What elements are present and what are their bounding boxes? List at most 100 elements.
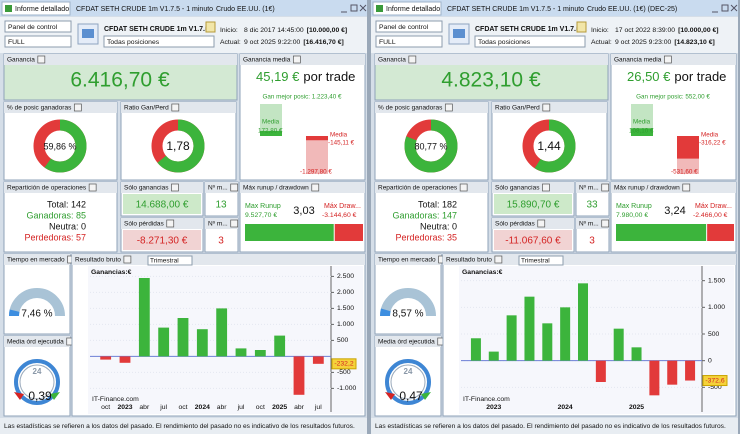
panel-header <box>4 54 237 65</box>
pin-icon <box>459 183 468 192</box>
tab-icon <box>376 5 383 12</box>
distribution-line: Neutra: 0 <box>420 221 457 231</box>
panel-header <box>4 182 117 193</box>
date: 9 oct 2025 9:22:00 <box>244 39 301 46</box>
label: -8.271,30 € <box>137 236 188 247</box>
panel-header <box>4 254 70 265</box>
report-icon-screen <box>82 29 94 38</box>
tab-label[interactable]: Informe detallado <box>386 6 440 13</box>
bar <box>196 329 208 357</box>
capital: [10.000,00 €] <box>678 27 718 34</box>
runup-bar <box>616 224 707 241</box>
gauge-track <box>9 288 65 317</box>
y-tick-label: 0 <box>708 357 712 364</box>
clock <box>19 364 55 400</box>
panel-header <box>205 218 238 229</box>
y-tick-label: 1.500 <box>708 277 725 284</box>
panel-header <box>121 182 203 193</box>
bar <box>542 323 553 361</box>
clock-arrow <box>14 392 24 400</box>
distribution-line: Perdedoras: 57 <box>24 232 86 242</box>
last-value: -372,6 <box>705 377 724 384</box>
date: 17 oct 2022 8:39:00 <box>615 27 675 34</box>
pin-icon <box>171 103 180 112</box>
x-tick-label: oct <box>256 404 265 411</box>
x-tick-label: oct <box>178 404 187 411</box>
label: 15.890,70 € <box>507 200 560 211</box>
panel-title: Ratio Gan/Perd <box>495 105 540 112</box>
pin-icon <box>601 219 610 228</box>
capital: [10.000,00 €] <box>307 27 347 34</box>
select-value[interactable]: FULL <box>8 39 25 46</box>
profit-value: 6.416,70 € <box>70 69 170 92</box>
maximize-icon <box>721 4 729 12</box>
panel-select <box>375 20 443 33</box>
select-value[interactable]: Todas posiciones <box>478 39 531 46</box>
bar <box>254 350 266 357</box>
donut-value: 1,78 <box>166 139 190 153</box>
pin-icon <box>230 219 239 228</box>
distribution-line: Total: 182 <box>418 199 457 209</box>
donut-win <box>33 119 87 173</box>
value-bg <box>123 194 201 214</box>
select-value[interactable]: Trimestral <box>521 258 550 265</box>
panel-header <box>611 54 736 65</box>
chart-label: Ganancias:€ <box>91 269 132 276</box>
select-value[interactable]: Todas posiciones <box>107 39 160 46</box>
x-tick-label: 2025 <box>272 404 287 411</box>
edit-icon <box>576 21 587 33</box>
label: Máx Draw... <box>324 203 361 210</box>
pin-icon <box>123 255 132 264</box>
pin-icon <box>542 183 550 192</box>
bar <box>119 356 131 363</box>
report-window: Informe detallado CFDAT SETH CRUDE 1m V1.… <box>371 0 738 434</box>
panel-header <box>375 102 488 113</box>
label: -2.466,00 € <box>693 212 728 219</box>
x-tick-label: jul <box>159 404 167 411</box>
select-value[interactable]: Trimestral <box>150 258 179 265</box>
runup-bar <box>245 224 334 241</box>
select-value[interactable]: Panel de control <box>379 24 429 31</box>
bar <box>235 348 247 357</box>
select-value[interactable]: Panel de control <box>8 24 58 31</box>
close-icon[interactable] <box>730 4 738 12</box>
chart-label: Ganancias:€ <box>462 269 503 276</box>
y-tick-label: -1.000 <box>337 385 356 392</box>
bar <box>100 356 112 360</box>
bar <box>560 307 571 361</box>
label: 9.527,70 € <box>245 212 277 219</box>
label: 7.980,00 € <box>616 212 648 219</box>
label: Gan mejor posic: 552,00 € <box>636 94 710 101</box>
value-bg <box>494 194 572 214</box>
select-value[interactable]: FULL <box>379 39 396 46</box>
label: 3 <box>218 236 224 247</box>
avg-win-bar <box>631 128 653 136</box>
close-icon[interactable] <box>359 4 367 12</box>
gauge-value <box>380 308 391 317</box>
avg-value: 26,50 € <box>627 69 671 84</box>
panel-title: Tiempo en mercado <box>7 257 65 264</box>
panel-title: Máx runup / drawdown <box>243 185 309 192</box>
y-tick-label: 500 <box>708 331 720 338</box>
bar <box>524 296 535 361</box>
panel-header <box>240 182 365 193</box>
x-tick-label: 2023 <box>486 404 501 411</box>
panel-header <box>240 54 365 65</box>
last-value-box <box>702 375 728 387</box>
mode-select <box>375 35 443 48</box>
pin-icon <box>292 55 301 64</box>
bar <box>138 278 150 357</box>
label: Actual: <box>220 39 241 46</box>
tab-label[interactable]: Informe detallado <box>15 6 69 13</box>
panel-title: % de posic ganadoras <box>378 105 443 112</box>
label: 108,10 € <box>629 128 654 135</box>
gauge-value <box>9 309 20 317</box>
label: -1.297,80 € <box>300 169 332 176</box>
label: CFDAT SETH CRUDE 1m V1.7.5. <box>475 26 582 33</box>
label: 0,47 <box>399 389 423 403</box>
source: IT-Finance.com <box>463 396 510 403</box>
panel-title: Ganancia media <box>614 57 662 64</box>
clock-arrow <box>50 392 60 400</box>
panel-header <box>492 218 574 229</box>
label: 24 <box>33 367 42 376</box>
